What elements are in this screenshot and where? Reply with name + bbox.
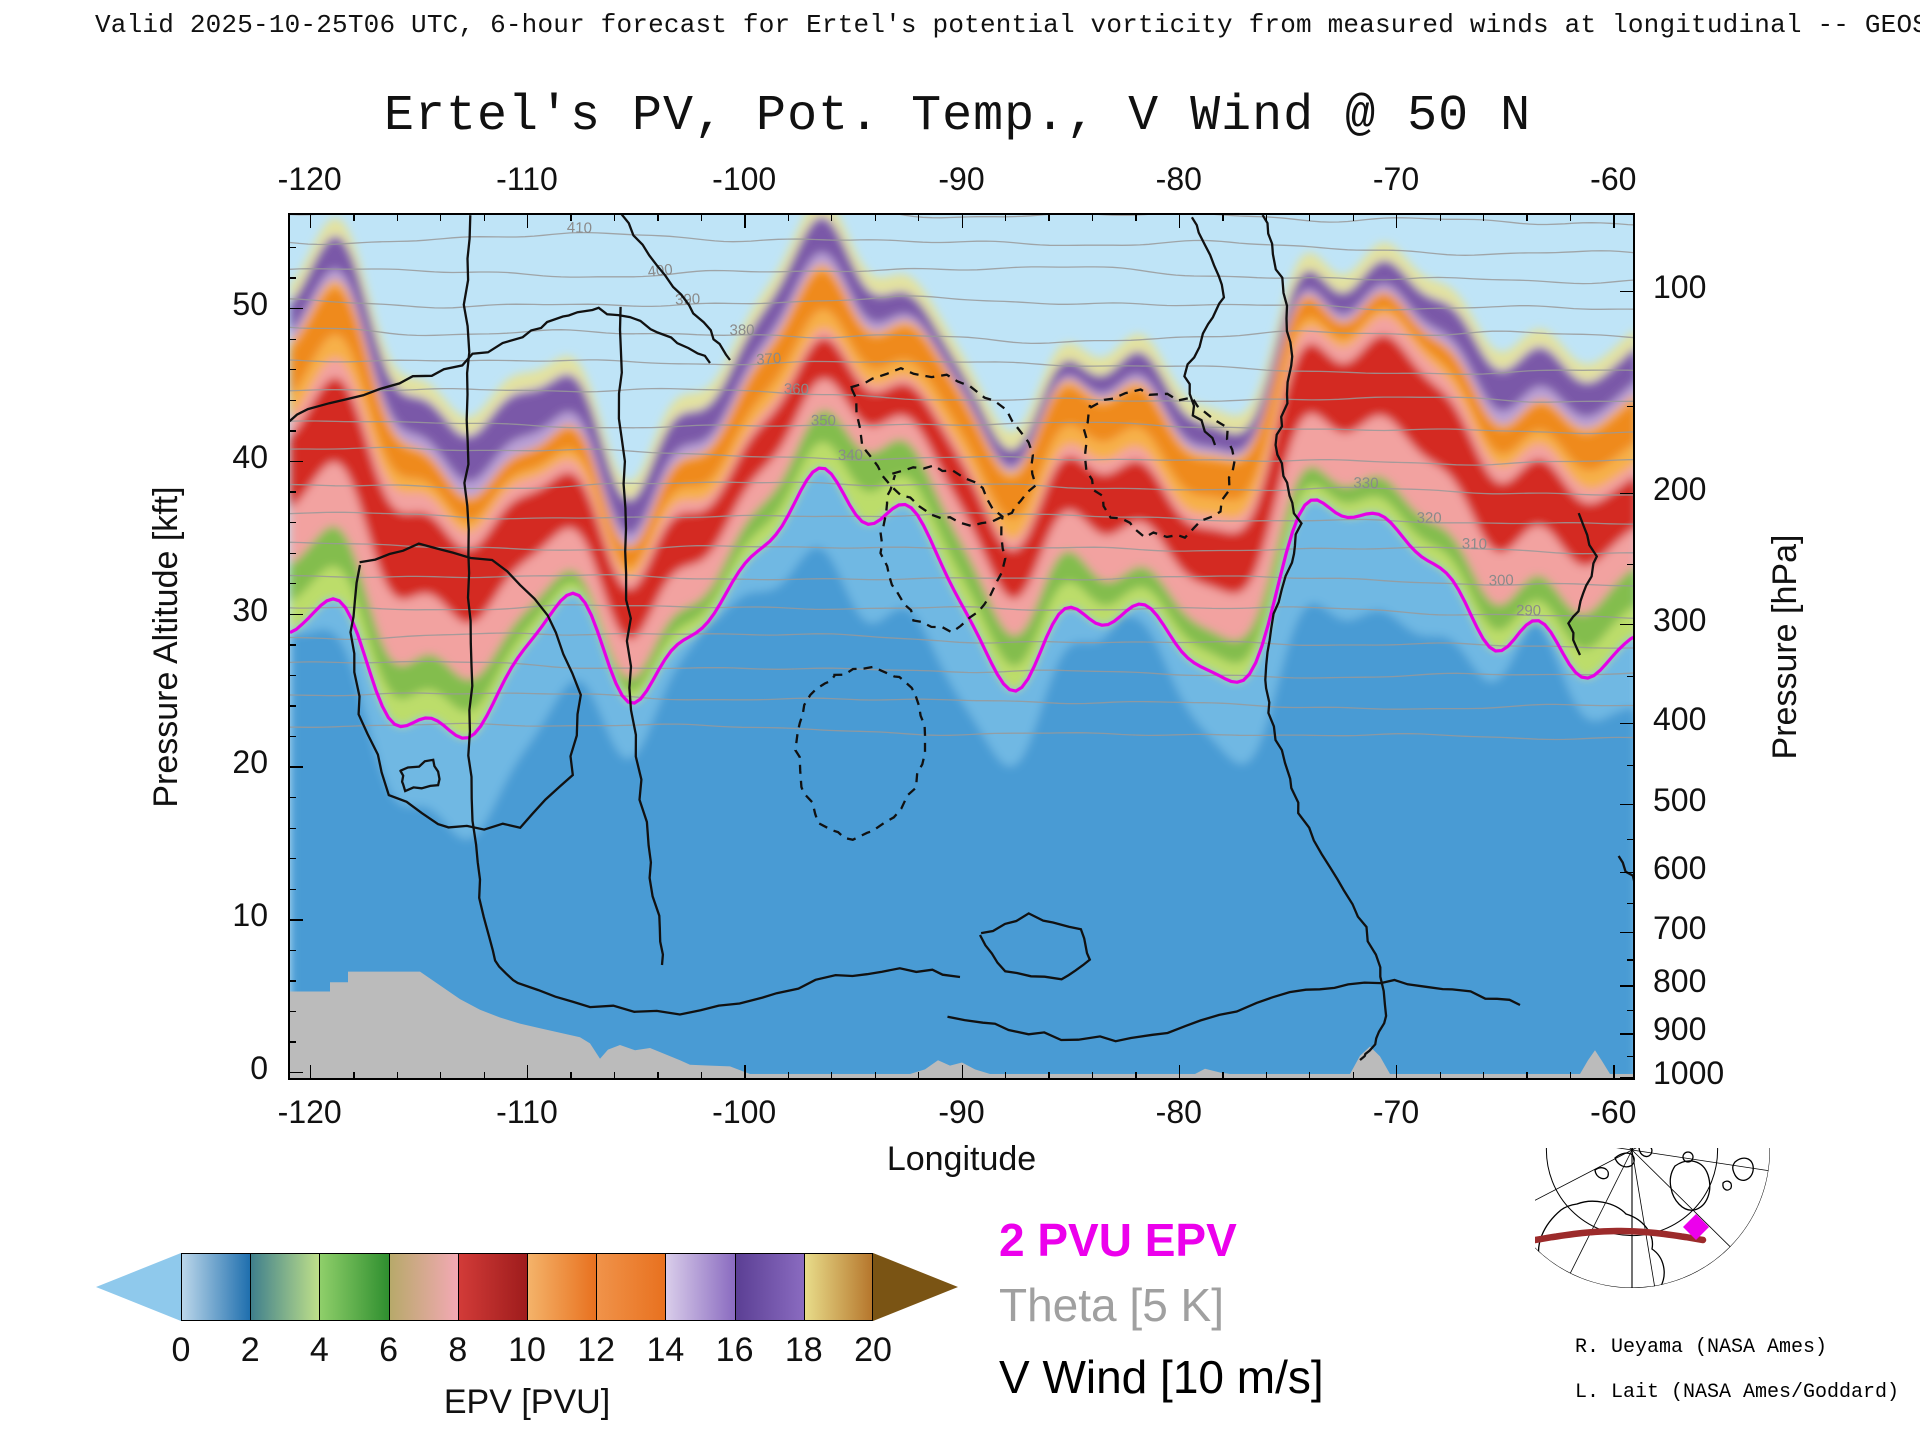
svg-text:310: 310 [1462,535,1487,553]
svg-text:330: 330 [1353,474,1379,492]
svg-text:360: 360 [784,381,809,399]
svg-text:290: 290 [1516,602,1541,619]
svg-text:380: 380 [729,322,754,339]
svg-text:350: 350 [811,412,836,429]
svg-text:320: 320 [1417,510,1442,527]
svg-text:370: 370 [756,350,782,369]
svg-text:300: 300 [1489,572,1515,590]
svg-text:340: 340 [838,447,863,464]
svg-text:410: 410 [567,219,592,237]
